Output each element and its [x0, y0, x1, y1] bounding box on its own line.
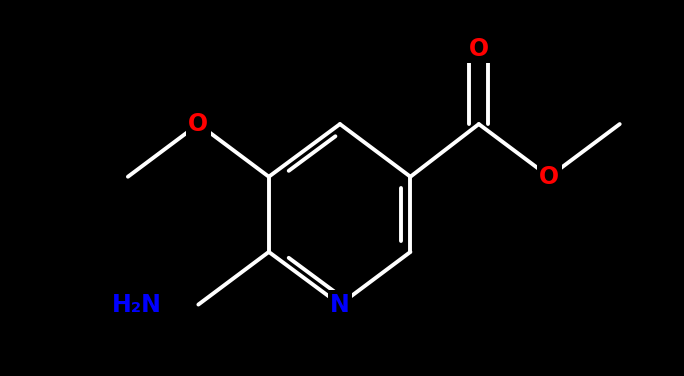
- Text: O: O: [539, 165, 560, 189]
- Text: O: O: [188, 112, 209, 136]
- Text: N: N: [330, 293, 350, 317]
- Text: O: O: [469, 37, 489, 61]
- Text: H₂N: H₂N: [112, 293, 161, 317]
